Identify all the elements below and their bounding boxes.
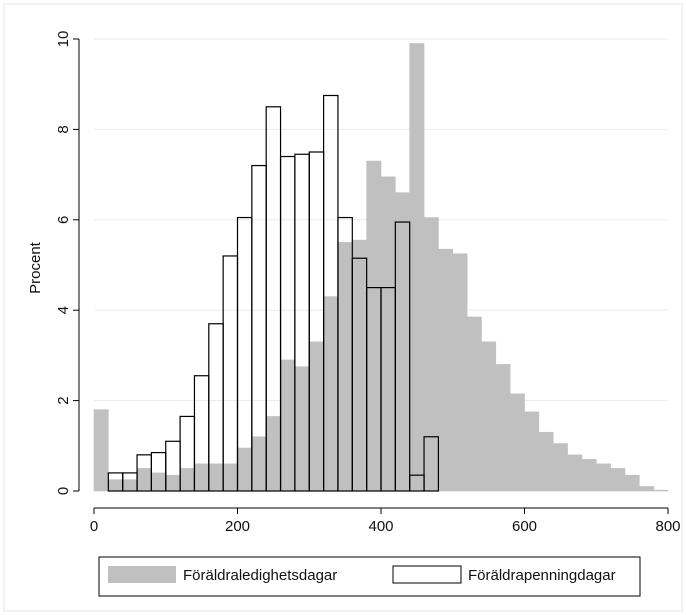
y-tick-label: 4 <box>55 306 72 314</box>
bar-filled <box>524 411 540 492</box>
bar-filled <box>151 472 167 492</box>
y-tick-label: 2 <box>55 396 72 404</box>
legend-label-outline: Föräldrapenningdagar <box>468 567 616 584</box>
bar-filled <box>438 248 454 492</box>
bar-filled <box>409 43 425 492</box>
bar-filled <box>122 479 138 492</box>
bar-filled <box>136 468 152 492</box>
bar-outline <box>423 436 439 492</box>
bar-filled <box>294 366 310 492</box>
bar-filled <box>380 176 396 492</box>
bar-filled <box>237 447 253 492</box>
x-tick-label: 0 <box>90 518 98 535</box>
bar-filled <box>552 443 568 492</box>
bar-filled <box>251 436 267 492</box>
bar-filled <box>337 242 353 492</box>
bar-filled <box>538 431 554 492</box>
bar-filled <box>423 217 439 492</box>
bar-filled <box>222 463 238 492</box>
x-tick-label: 400 <box>368 518 393 535</box>
bar-filled <box>395 192 411 492</box>
x-tick-label: 200 <box>225 518 250 535</box>
bar-filled <box>108 479 123 492</box>
bar-filled <box>308 341 324 492</box>
legend-label-filled: Föräldraledighetsdagar <box>183 567 337 584</box>
y-axis-title: Procent <box>27 241 44 294</box>
bar-filled <box>567 454 583 492</box>
bar-filled <box>638 486 654 492</box>
bar-outline <box>394 221 411 492</box>
bar-filled <box>509 393 525 492</box>
legend-swatch-outline <box>392 565 462 584</box>
bar-filled <box>93 409 109 492</box>
bar-filled <box>466 316 482 492</box>
bar-filled <box>280 359 296 492</box>
bar-filled <box>265 416 281 492</box>
legend-box <box>98 556 641 597</box>
bar-filled <box>179 468 195 492</box>
bar-filled <box>165 474 181 492</box>
bar-filled <box>208 463 224 492</box>
bar-filled <box>194 463 210 492</box>
y-tick-label: 0 <box>55 487 72 495</box>
legend-swatch-filled <box>108 566 176 583</box>
legend: Föräldraledighetsdagar Föräldrapenningda… <box>98 556 641 597</box>
bar-filled <box>351 239 367 492</box>
bar-filled <box>624 474 640 492</box>
bar-filled <box>366 160 382 492</box>
bar-filled <box>452 253 468 492</box>
bar-filled <box>581 459 597 492</box>
bar-filled <box>610 468 626 492</box>
bar-filled <box>323 296 339 492</box>
bar-filled <box>595 463 611 492</box>
bar-filled <box>495 364 511 492</box>
y-tick-label: 8 <box>55 125 72 133</box>
chart-frame <box>3 3 683 612</box>
bar-filled <box>481 341 497 492</box>
x-tick-label: 600 <box>512 518 537 535</box>
x-tick-label: 800 <box>655 518 680 535</box>
axes: 0 2 4 6 8 10 0 200 400 600 800 <box>55 31 681 535</box>
y-tick-label: 6 <box>55 216 72 224</box>
series-outline-bars <box>107 94 439 492</box>
y-tick-label: 10 <box>55 31 72 48</box>
bar-filled <box>653 489 669 492</box>
